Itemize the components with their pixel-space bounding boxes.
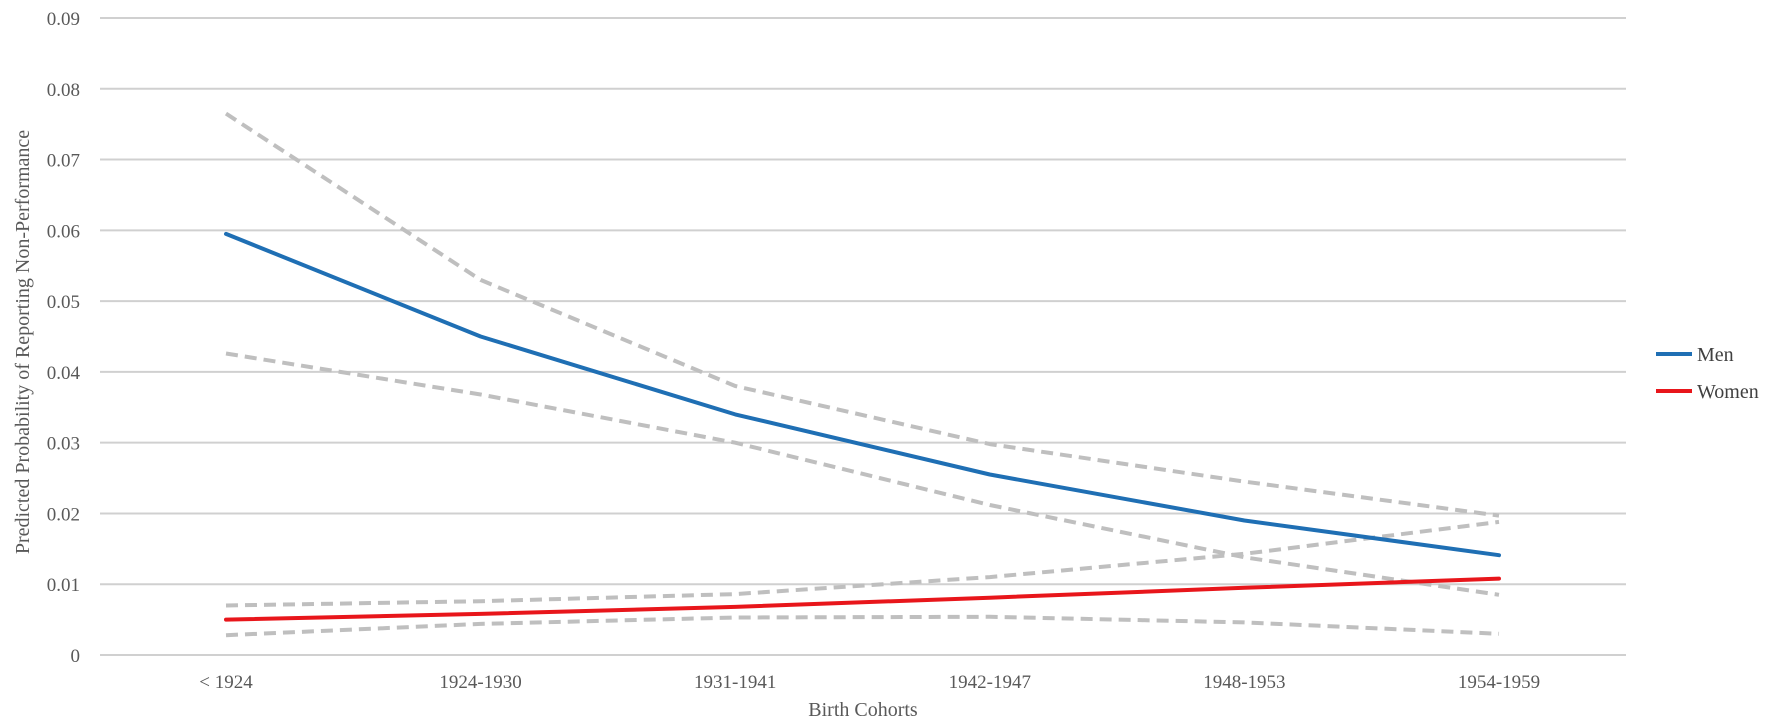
y-tick-label: 0.08 (47, 80, 80, 101)
x-axis-title: Birth Cohorts (808, 699, 918, 721)
y-tick-label: 0.03 (47, 434, 80, 455)
y-tick-label: 0.07 (47, 151, 80, 172)
y-tick-label: 0.09 (47, 9, 80, 30)
y-tick-label: 0.05 (47, 292, 80, 313)
y-tick-label: 0 (71, 646, 81, 667)
x-tick-label: 1954-1959 (1458, 672, 1540, 693)
y-axis-title: Predicted Probability of Reporting Non-P… (12, 130, 34, 554)
legend-label-women: Women (1697, 381, 1759, 403)
gridlines (100, 17, 1626, 656)
y-tick-label: 0.01 (47, 575, 80, 596)
x-axis-tick-labels: < 1924 1924-1930 1931-1941 1942-1947 1948-19… (199, 672, 1540, 693)
y-tick-label: 0.04 (47, 363, 81, 384)
confidence-bound-line (224, 111, 1500, 518)
y-tick-label: 0.06 (47, 221, 80, 242)
confidence-bound-line (225, 351, 1500, 597)
y-tick-label: 0.02 (47, 504, 80, 525)
x-tick-label: 1948-1953 (1203, 672, 1285, 693)
confidence-bound-line (225, 614, 1500, 638)
x-tick-label: 1924-1930 (439, 672, 521, 693)
y-axis-tick-labels: 0 0.01 0.02 0.03 0.04 0.05 0.06 0.07 0.08 0.09 (47, 9, 81, 667)
series-line-women (224, 576, 1501, 622)
legend-label-men: Men (1697, 344, 1734, 366)
confidence-bound-line (225, 519, 1500, 608)
series-line-men (224, 231, 1501, 558)
x-tick-label: 1931-1941 (694, 672, 776, 693)
legend: Men Women (1656, 344, 1759, 403)
x-tick-label: 1942-1947 (949, 672, 1031, 693)
series-lines (224, 111, 1501, 638)
x-tick-label: < 1924 (199, 672, 253, 693)
